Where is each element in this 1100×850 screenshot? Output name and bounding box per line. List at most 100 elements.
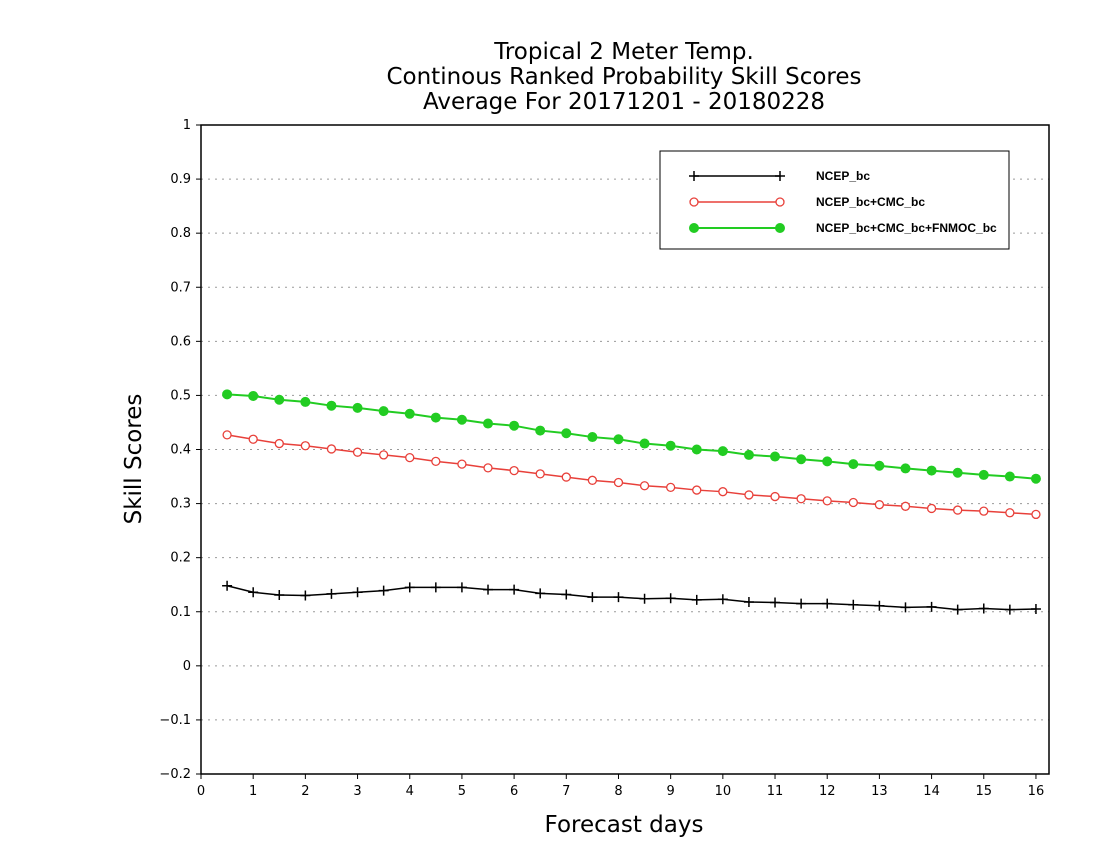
- x-tick-label: 9: [667, 784, 675, 799]
- data-point: [352, 447, 363, 457]
- x-tick-label: 6: [510, 784, 518, 799]
- data-point: [274, 394, 285, 405]
- data-point: [248, 434, 258, 444]
- data-point: [770, 597, 781, 608]
- data-point: [978, 603, 989, 614]
- y-tick-label: 0.9: [170, 172, 191, 187]
- data-point: [352, 402, 363, 413]
- x-tick-label: 8: [614, 784, 622, 799]
- x-tick-label: 16: [1028, 784, 1045, 799]
- data-point: [535, 425, 546, 436]
- data-point: [796, 454, 807, 465]
- y-tick-label: 0.6: [170, 334, 191, 349]
- data-point: [456, 414, 467, 425]
- data-point: [822, 496, 832, 506]
- data-point: [926, 601, 937, 612]
- y-tick-label: 0: [183, 659, 191, 674]
- legend-marker: [775, 197, 785, 207]
- series-1: [222, 580, 1041, 615]
- data-point: [457, 459, 467, 469]
- data-point: [822, 598, 833, 609]
- data-point: [926, 503, 937, 514]
- data-point: [979, 506, 989, 516]
- data-point: [874, 460, 885, 471]
- data-point: [952, 604, 963, 615]
- data-point: [639, 593, 650, 604]
- y-tick-label: −0.2: [159, 767, 191, 782]
- data-point: [691, 444, 702, 455]
- data-point: [665, 593, 676, 604]
- data-point: [613, 592, 624, 603]
- data-point: [509, 420, 520, 431]
- axes: −0.2−0.100.10.20.30.40.50.60.70.80.910 1 2…: [159, 118, 1044, 799]
- y-tick-label: 0.7: [170, 280, 191, 295]
- data-point: [1031, 509, 1041, 520]
- x-tick-label: 11: [767, 784, 784, 799]
- data-point: [744, 490, 754, 500]
- title-line-2: Continous Ranked Probability Skill Score…: [386, 64, 861, 90]
- data-point: [404, 582, 415, 593]
- legend-label: NCEP_bc+CMC_bc+FNMOC_bc: [816, 221, 997, 235]
- data-point: [613, 477, 624, 488]
- data-point: [743, 449, 754, 460]
- data-point: [900, 501, 911, 511]
- x-tick-label: 3: [353, 784, 361, 799]
- data-point: [848, 459, 859, 470]
- data-point: [561, 589, 572, 600]
- data-point: [770, 451, 781, 462]
- series-3: [222, 389, 1041, 484]
- data-point: [430, 582, 441, 593]
- data-point: [587, 592, 598, 603]
- data-point: [718, 487, 728, 497]
- data-point: [483, 584, 494, 595]
- data-point: [1030, 604, 1041, 615]
- data-point: [717, 594, 728, 605]
- x-tick-label: 12: [819, 784, 836, 799]
- data-point: [248, 390, 259, 401]
- data-point: [405, 452, 415, 463]
- data-point: [561, 428, 572, 439]
- data-point: [300, 396, 311, 407]
- legend-marker: [689, 197, 699, 207]
- legend-marker: [689, 171, 699, 181]
- data-point: [926, 465, 937, 476]
- data-point: [222, 430, 232, 440]
- data-point: [848, 497, 858, 508]
- y-tick-label: 1: [183, 118, 191, 133]
- data-point: [300, 441, 311, 451]
- legend-label: NCEP_bc: [816, 169, 870, 183]
- x-tick-label: 10: [715, 784, 732, 799]
- legend-marker: [689, 223, 699, 233]
- data-point: [222, 580, 233, 591]
- data-point: [456, 582, 467, 593]
- x-tick-label: 14: [923, 784, 940, 799]
- y-axis-label: Skill Scores: [121, 394, 147, 525]
- data-point: [1004, 471, 1015, 482]
- data-point: [535, 469, 545, 479]
- legend-box: [659, 150, 1010, 250]
- data-point: [874, 500, 885, 510]
- data-point: [326, 588, 337, 599]
- x-tick-label: 1: [249, 784, 257, 799]
- y-tick-label: 0.1: [170, 605, 191, 620]
- y-tick-label: 0.5: [170, 388, 191, 403]
- data-point: [222, 389, 233, 400]
- x-tick-label: 7: [562, 784, 570, 799]
- data-point: [561, 472, 571, 482]
- data-point: [326, 400, 337, 411]
- y-tick-label: 0.3: [170, 497, 191, 512]
- legend-label: NCEP_bc+CMC_bc: [816, 195, 925, 209]
- data-point: [717, 446, 728, 457]
- legend-entry-2: NCEP_bc+CMC_bc: [689, 195, 925, 209]
- data-point: [587, 432, 598, 443]
- data-point: [483, 463, 493, 473]
- data-point: [483, 418, 494, 429]
- data-point: [378, 406, 389, 417]
- data-point: [978, 469, 989, 480]
- y-tick-label: 0.4: [170, 443, 191, 458]
- data-point: [822, 456, 833, 467]
- data-point: [900, 463, 911, 474]
- data-point: [639, 481, 650, 491]
- x-tick-label: 0: [197, 784, 205, 799]
